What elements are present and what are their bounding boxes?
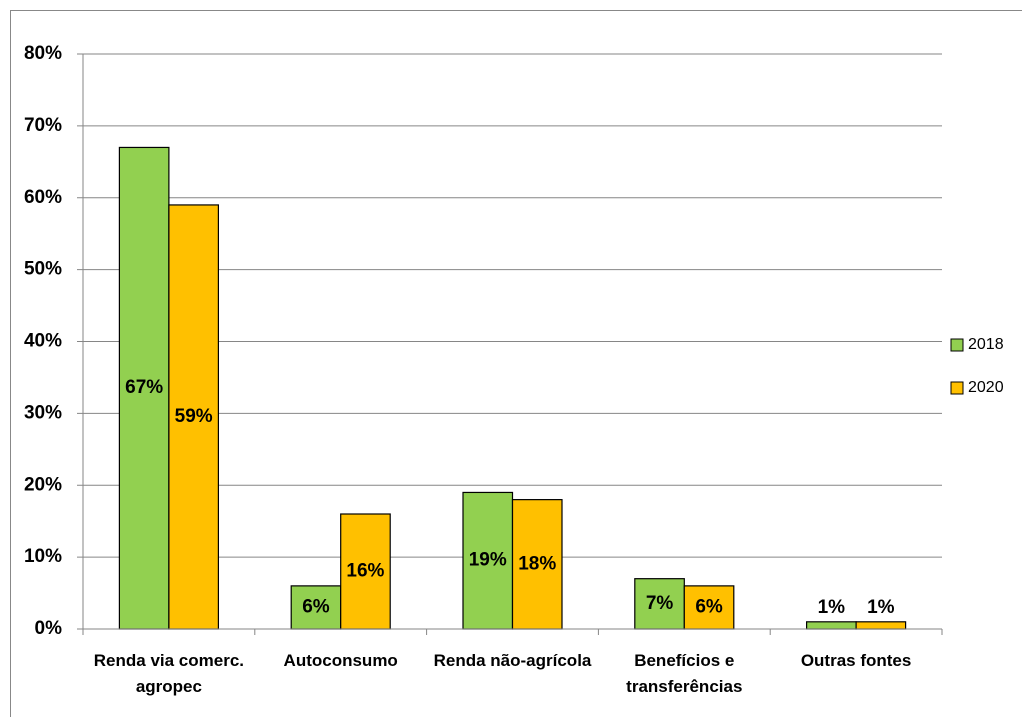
- data-label: 6%: [695, 596, 723, 617]
- data-label: 7%: [646, 593, 674, 614]
- y-tick-label: 10%: [24, 546, 62, 567]
- labels: 0% 10% 20% 30% 40% 50% 60% 70% 80% 67% 59% 6% 16% 19%…: [24, 43, 895, 639]
- x-tick-label: Outras fontes: [800, 651, 912, 670]
- data-label: 16%: [346, 561, 384, 582]
- bar: [168, 204, 219, 630]
- data-label: 67%: [125, 377, 163, 398]
- legend-swatch: [950, 381, 964, 395]
- y-tick-label: 50%: [24, 259, 62, 280]
- bars: [118, 146, 907, 630]
- legend: 2018 2020: [950, 336, 1004, 396]
- legend-swatch: [950, 338, 964, 352]
- legend-label: 2018: [968, 336, 1004, 353]
- legend-label: 2020: [968, 379, 1004, 396]
- bar: [634, 578, 685, 630]
- x-tick-label: Autoconsumo: [283, 651, 398, 670]
- data-label: 19%: [469, 550, 507, 571]
- x-tick-label: Renda via comerc. agropec: [93, 651, 245, 696]
- x-tick-label: Renda não-agrícola: [433, 651, 592, 670]
- bar: [290, 585, 342, 630]
- y-tick-label: 80%: [24, 43, 62, 64]
- bar: [805, 621, 857, 630]
- y-tick-label: 40%: [24, 331, 62, 352]
- y-tick-label: 60%: [24, 187, 62, 208]
- y-tick-label: 0%: [35, 618, 63, 639]
- data-label: 1%: [867, 597, 895, 618]
- bar: [683, 585, 735, 630]
- y-tick-label: 20%: [24, 474, 62, 495]
- y-tick-label: 70%: [24, 115, 62, 136]
- data-label: 18%: [518, 553, 556, 574]
- bar: [855, 621, 907, 630]
- x-tick-label: Benefícios e transferências: [626, 651, 743, 696]
- bar: [340, 513, 391, 630]
- data-label: 1%: [818, 597, 846, 618]
- data-label: 6%: [302, 596, 330, 617]
- bar: [462, 491, 514, 630]
- y-tick-label: 30%: [24, 402, 62, 423]
- chart-frame: [10, 10, 1022, 717]
- data-label: 59%: [175, 406, 213, 427]
